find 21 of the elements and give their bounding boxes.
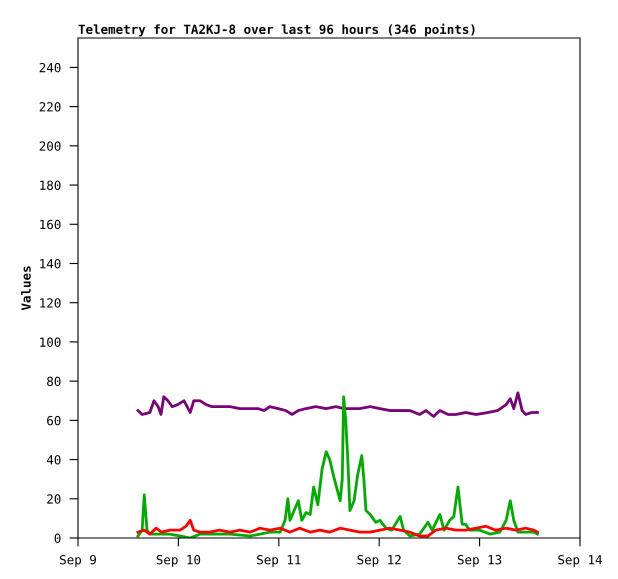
x-tick-label: Sep 14 <box>558 554 602 567</box>
y-tick-label: 20 <box>47 494 61 504</box>
y-tick-label: 180 <box>40 180 61 190</box>
x-tick-label: Sep 10 <box>156 554 200 567</box>
y-axis-title: Values <box>21 266 31 310</box>
y-tick-label: 60 <box>47 416 61 426</box>
y-tick-label: 240 <box>40 62 61 72</box>
y-tick-label: 40 <box>46 455 61 465</box>
y-tick-label: 0 <box>54 534 61 543</box>
y-tick-label: 160 <box>40 220 61 230</box>
x-tick-label: Sep 13 <box>458 554 502 567</box>
y-tick-label: 140 <box>40 258 61 268</box>
y-tick-label: 100 <box>40 337 61 347</box>
y-tick-label: 80 <box>47 376 61 386</box>
x-tick-label: Sep 9 <box>60 554 96 567</box>
y-tick-label: 200 <box>40 141 61 151</box>
y-tick-label: 220 <box>40 102 61 112</box>
chart-title: Telemetry for TA2KJ-8 over last 96 hours (346 points) <box>78 24 475 36</box>
x-tick-label: Sep 11 <box>257 554 301 567</box>
x-tick-label: Sep 12 <box>357 554 401 567</box>
y-tick-label: 120 <box>40 298 61 308</box>
